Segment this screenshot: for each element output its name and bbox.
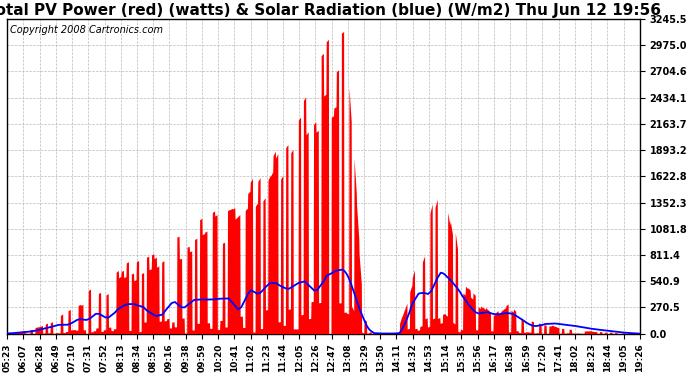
Text: Copyright 2008 Cartronics.com: Copyright 2008 Cartronics.com (10, 25, 164, 35)
Title: Total PV Power (red) (watts) & Solar Radiation (blue) (W/m2) Thu Jun 12 19:56: Total PV Power (red) (watts) & Solar Rad… (0, 3, 660, 18)
